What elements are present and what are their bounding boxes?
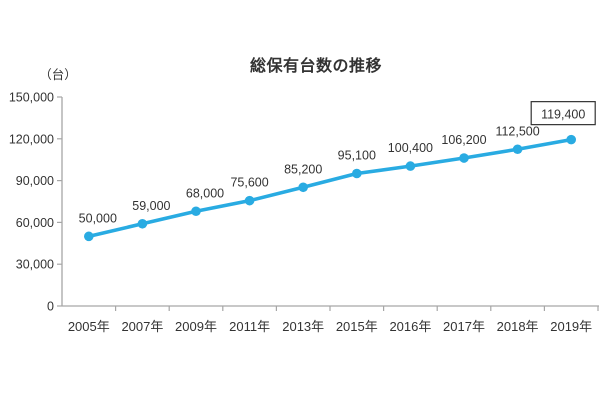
x-axis-label: 2017年	[443, 319, 485, 334]
data-point-marker	[84, 231, 94, 242]
x-axis-label: 2007年	[121, 319, 163, 334]
y-axis-tick-label: 120,000	[9, 132, 54, 146]
data-point-marker	[566, 134, 576, 145]
y-axis-tick-label: 60,000	[16, 216, 54, 230]
x-axis-label: 2016年	[389, 319, 431, 334]
x-axis-label: 2018年	[497, 319, 539, 334]
y-axis-tick-label: 150,000	[9, 91, 54, 105]
data-point-marker	[352, 168, 362, 179]
chart-title: 総保有台数の推移	[249, 58, 382, 75]
data-point-marker	[405, 161, 416, 171]
x-axis-label: 2011年	[229, 319, 270, 334]
data-point-marker	[137, 218, 148, 229]
data-point-marker	[298, 182, 309, 193]
data-point-label: 59,000	[132, 199, 170, 213]
data-point-label: 85,200	[284, 162, 322, 176]
data-point-marker	[244, 195, 255, 206]
data-point-label: 119,400	[541, 108, 585, 122]
y-axis-tick-label: 90,000	[16, 174, 54, 188]
x-axis-label: 2013年	[282, 319, 324, 334]
y-axis-tick-label: 30,000	[16, 258, 54, 272]
data-point-label: 68,000	[186, 186, 224, 200]
data-point-marker	[459, 153, 469, 163]
x-axis-label: 2009年	[175, 319, 217, 334]
data-point-marker	[512, 144, 523, 155]
x-axis-label: 2015年	[336, 319, 378, 334]
callout-box	[530, 101, 596, 126]
data-point-label: 100,400	[388, 141, 433, 155]
data-point-marker	[191, 206, 201, 217]
series-line	[87, 137, 574, 239]
data-point-label: 75,600	[230, 176, 268, 190]
data-point-label: 95,100	[338, 148, 376, 162]
data-point-label: 50,000	[79, 211, 117, 225]
data-point-label: 112,500	[495, 124, 539, 138]
data-point-label: 106,200	[441, 133, 486, 147]
x-axis-label: 2005年	[68, 319, 110, 334]
x-axis-label: 2019年	[550, 319, 592, 334]
y-axis-tick-label: 0	[47, 300, 54, 314]
y-axis-unit-label: （台）	[39, 68, 77, 82]
